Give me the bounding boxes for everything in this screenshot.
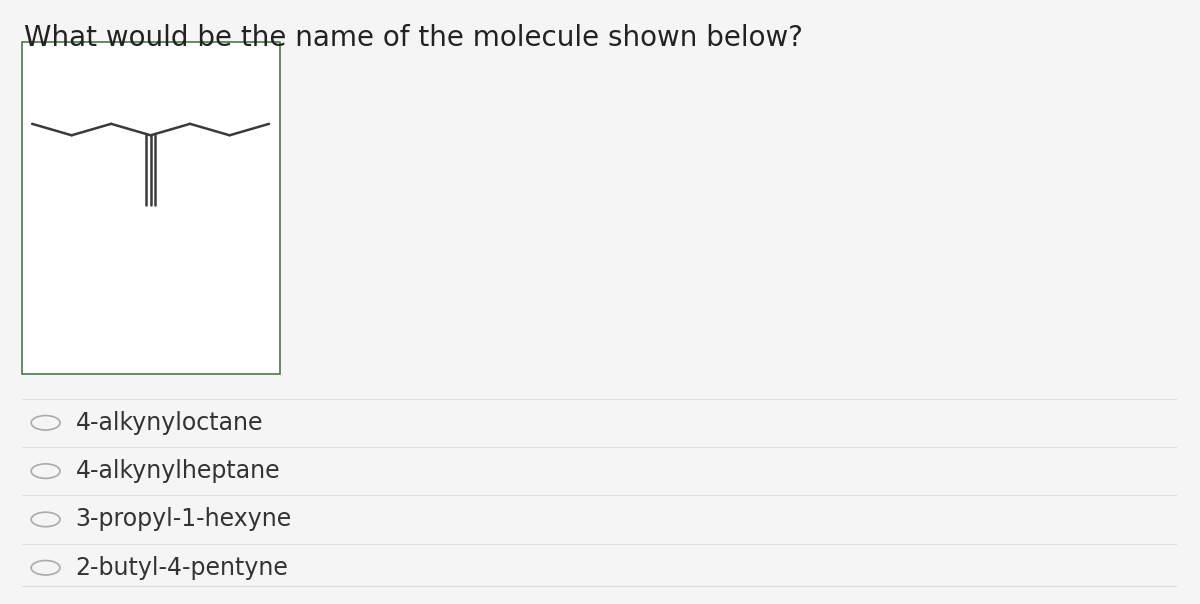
Text: 4-alkynylheptane: 4-alkynylheptane [76,459,281,483]
Text: 3-propyl-1-hexyne: 3-propyl-1-hexyne [76,507,292,532]
Bar [22,42,280,374]
Text: 2-butyl-4-pentyne: 2-butyl-4-pentyne [76,556,288,580]
Text: 4-alkynyloctane: 4-alkynyloctane [76,411,263,435]
Text: What would be the name of the molecule shown below?: What would be the name of the molecule s… [24,24,803,52]
